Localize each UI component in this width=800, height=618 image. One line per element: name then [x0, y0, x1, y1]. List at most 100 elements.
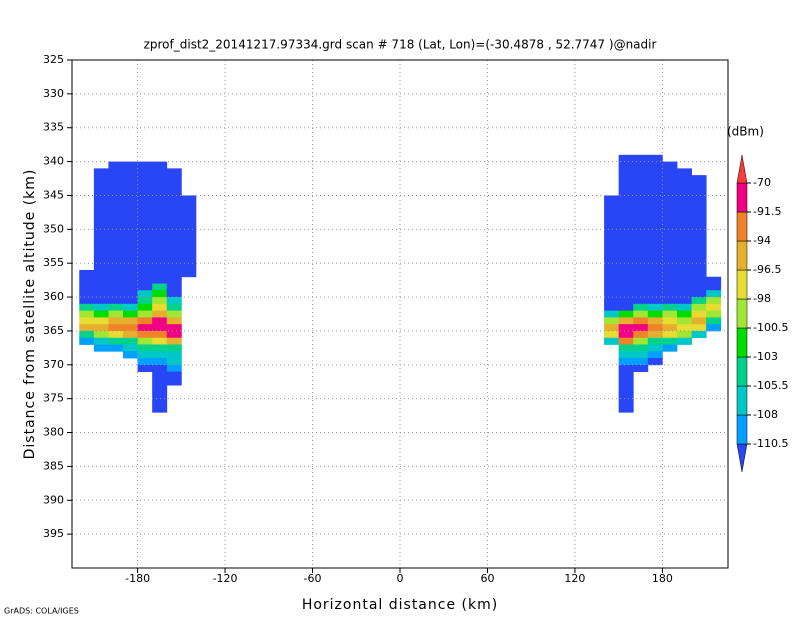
cell [152, 229, 168, 237]
cell [108, 236, 124, 244]
cell [152, 290, 168, 298]
cell [618, 222, 634, 230]
cell [93, 222, 109, 230]
cell [123, 229, 138, 237]
cell [618, 385, 634, 393]
cell [108, 337, 124, 345]
cell [152, 351, 168, 359]
cell [633, 297, 649, 305]
cell [618, 290, 634, 298]
cell [676, 330, 692, 339]
cell [618, 202, 634, 210]
cell [137, 344, 153, 352]
cell [93, 290, 109, 298]
cell [618, 310, 634, 318]
cell [676, 256, 692, 264]
cell [137, 364, 153, 372]
cell [647, 209, 663, 217]
cell [166, 330, 182, 339]
cell [166, 215, 182, 223]
cell [647, 303, 663, 312]
cell [166, 297, 182, 305]
cell [137, 161, 153, 169]
cell [618, 371, 634, 379]
cell [604, 229, 620, 237]
cell [137, 310, 153, 318]
cell [691, 290, 707, 298]
cell [604, 209, 620, 217]
colorbar-box [736, 414, 748, 445]
cell [123, 351, 138, 359]
cell [137, 283, 153, 291]
cell [166, 310, 182, 318]
cell [647, 263, 663, 271]
cell [633, 337, 649, 345]
cell [137, 256, 153, 264]
cell [618, 209, 634, 217]
cell [137, 229, 153, 237]
x-tick-label: -180 [125, 572, 150, 585]
cell [647, 202, 663, 210]
cell [152, 297, 168, 305]
cell [604, 269, 620, 278]
cell [706, 317, 722, 325]
cell [166, 209, 182, 217]
cell [691, 236, 707, 244]
cell [108, 181, 124, 190]
cell [604, 195, 620, 203]
cell [676, 276, 692, 284]
cell [108, 263, 124, 271]
cell [166, 168, 182, 176]
y-tick-label: 350 [43, 222, 64, 235]
cell [676, 195, 692, 203]
cell [618, 154, 634, 162]
cell [662, 263, 678, 271]
y-tick-label: 360 [43, 290, 64, 303]
cell [93, 249, 109, 257]
cell [108, 168, 124, 176]
cell [691, 283, 707, 291]
cell [633, 215, 649, 223]
cell [137, 209, 153, 217]
cell [618, 175, 634, 183]
colorbar-unit: (dBm) [727, 125, 764, 139]
cell [676, 242, 692, 251]
cell [93, 330, 109, 339]
cell [633, 351, 649, 359]
cell [618, 391, 634, 400]
cell [123, 276, 138, 284]
cell [79, 337, 95, 345]
cell [123, 303, 138, 312]
cell [662, 283, 678, 291]
cell [152, 215, 168, 223]
cell [166, 175, 182, 183]
cell [166, 222, 182, 230]
cell [647, 195, 663, 203]
cell [618, 324, 634, 332]
cell [633, 283, 649, 291]
cell [618, 249, 634, 257]
cell [123, 297, 138, 305]
cell [152, 317, 168, 325]
cell [633, 344, 649, 352]
cell [691, 215, 707, 223]
y-tick-label: 385 [43, 459, 64, 472]
cell [137, 303, 153, 312]
x-tick-label: 120 [564, 572, 585, 585]
cell [691, 175, 707, 183]
cell [108, 188, 124, 196]
cell [604, 242, 620, 251]
cell [181, 269, 197, 278]
cell [647, 317, 663, 325]
cell [123, 161, 138, 169]
cell [123, 344, 138, 352]
cell [152, 398, 168, 406]
cell [676, 324, 692, 332]
cell [93, 269, 109, 278]
cell [633, 181, 649, 190]
cell [662, 229, 678, 237]
cell [676, 215, 692, 223]
cell [108, 215, 124, 223]
cell [152, 330, 168, 339]
